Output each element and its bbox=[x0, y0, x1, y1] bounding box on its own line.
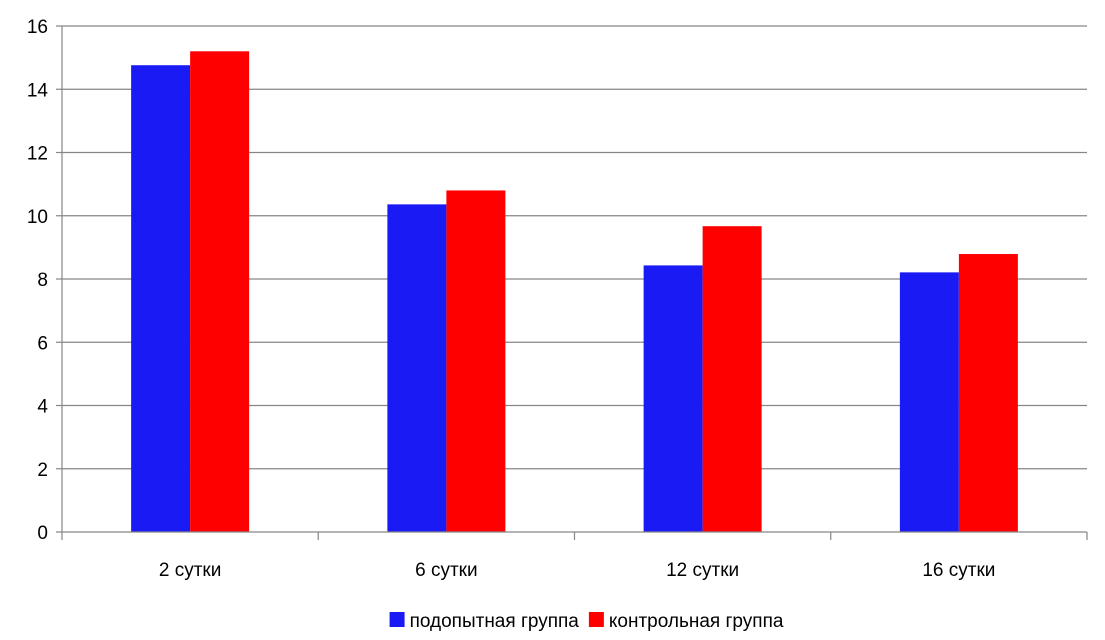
legend: подопытная группа контрольная группа bbox=[389, 611, 784, 632]
bar-control-2 bbox=[702, 226, 762, 532]
bars bbox=[131, 51, 1018, 533]
y-tick-label: 2 bbox=[37, 460, 48, 481]
y-tick-labels: 0 2 4 6 8 10 12 14 16 bbox=[27, 17, 49, 544]
bar-experimental-2 bbox=[643, 265, 703, 532]
bar-experimental-1 bbox=[387, 204, 447, 533]
x-tick-label: 6 сутки bbox=[415, 560, 477, 581]
bar-control-1 bbox=[446, 190, 506, 532]
y-tick-label: 8 bbox=[37, 270, 48, 291]
axes bbox=[56, 25, 1088, 540]
legend-swatch-0 bbox=[389, 612, 405, 627]
bar-experimental-3 bbox=[899, 272, 959, 532]
bar-control-3 bbox=[958, 254, 1018, 533]
y-tick-label: 12 bbox=[27, 144, 48, 165]
y-tick-label: 0 bbox=[37, 523, 48, 544]
y-tick-label: 14 bbox=[27, 80, 49, 101]
y-tick-label: 10 bbox=[27, 207, 48, 228]
y-tick-label: 4 bbox=[37, 397, 48, 418]
legend-label-0: подопытная группа bbox=[410, 611, 580, 632]
x-tick-label: 12 сутки bbox=[666, 560, 739, 581]
y-tick-label: 6 bbox=[37, 333, 48, 354]
x-tick-label: 16 сутки bbox=[922, 560, 995, 581]
legend-label-1: контрольная группа bbox=[609, 611, 784, 632]
bar-experimental-0 bbox=[131, 65, 191, 532]
x-tick-label: 2 сутки bbox=[159, 560, 221, 581]
y-tick-label: 16 bbox=[27, 17, 48, 38]
bar-control-0 bbox=[190, 51, 250, 533]
legend-swatch-1 bbox=[588, 612, 604, 627]
x-tick-labels: 2 сутки 6 сутки 12 сутки 16 сутки bbox=[159, 560, 996, 581]
